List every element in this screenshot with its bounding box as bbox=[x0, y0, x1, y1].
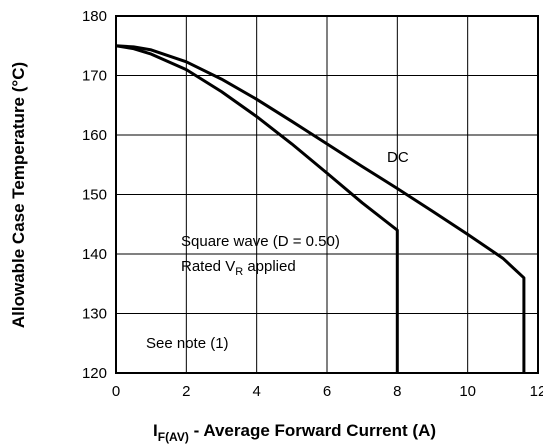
see-note-label: See note (1) bbox=[146, 335, 229, 352]
y-tick-label-6: 180 bbox=[82, 8, 107, 25]
x-axis-label-sub: F(AV) bbox=[158, 430, 189, 444]
y-tick-label-2: 140 bbox=[82, 246, 107, 263]
rated-vr-main: Rated V bbox=[181, 258, 235, 275]
y-tick-label-0: 120 bbox=[82, 365, 107, 382]
x-tick-labels: 0 2 4 6 8 10 12 bbox=[112, 383, 543, 400]
x-axis-label: IF(AV) - Average Forward Current (A) bbox=[153, 421, 436, 444]
x-tick-label-0: 0 bbox=[112, 383, 120, 400]
grid bbox=[115, 15, 539, 374]
series-line-square bbox=[115, 44, 399, 373]
x-tick-label-3: 6 bbox=[323, 383, 331, 400]
x-axis-label-rest: - Average Forward Current (A) bbox=[189, 421, 436, 440]
rated-vr-rest: applied bbox=[243, 258, 296, 275]
y-tick-label-3: 150 bbox=[82, 187, 107, 204]
x-axis-label-main: I bbox=[153, 421, 158, 440]
curves bbox=[115, 44, 526, 373]
y-tick-label-4: 160 bbox=[82, 127, 107, 144]
x-tick-label-2: 4 bbox=[252, 383, 260, 400]
series-line-dc bbox=[115, 44, 526, 373]
dc-label: DC bbox=[387, 149, 409, 166]
x-tick-label-1: 2 bbox=[182, 383, 190, 400]
x-tick-label-6: 12 bbox=[530, 383, 543, 400]
square-wave-label: Square wave (D = 0.50) bbox=[181, 233, 340, 250]
y-tick-label-5: 170 bbox=[82, 68, 107, 85]
x-tick-label-4: 8 bbox=[393, 383, 401, 400]
rated-vr-sub: R bbox=[235, 266, 243, 278]
rated-vr-label: Rated VR applied bbox=[181, 258, 296, 278]
y-axis-label: Allowable Case Temperature (°C) bbox=[9, 62, 28, 328]
y-tick-label-1: 130 bbox=[82, 306, 107, 323]
y-tick-labels: 120 130 140 150 160 170 180 bbox=[82, 8, 107, 382]
plot-frame bbox=[115, 15, 539, 374]
x-tick-label-5: 10 bbox=[459, 383, 476, 400]
